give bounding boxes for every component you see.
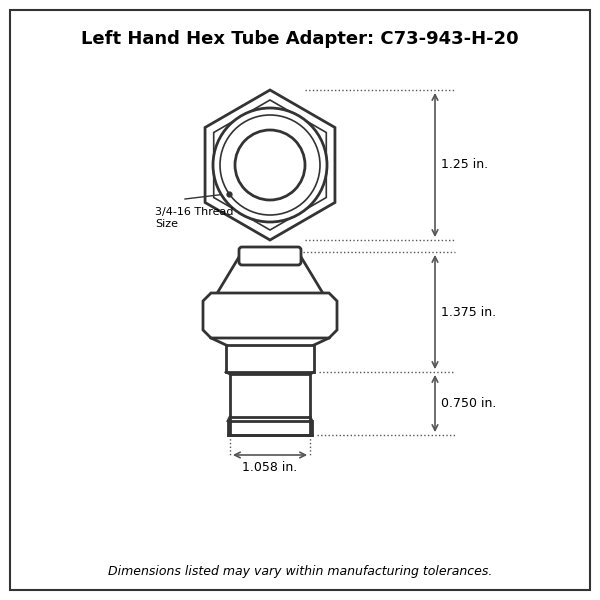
Circle shape — [213, 108, 327, 222]
Polygon shape — [205, 90, 335, 240]
Text: 1.375 in.: 1.375 in. — [441, 305, 496, 319]
Text: Dimensions listed may vary within manufacturing tolerances.: Dimensions listed may vary within manufa… — [108, 565, 492, 578]
Text: Left Hand Hex Tube Adapter: C73-943-H-20: Left Hand Hex Tube Adapter: C73-943-H-20 — [81, 30, 519, 48]
Text: 1.058 in.: 1.058 in. — [242, 461, 298, 474]
Polygon shape — [210, 252, 330, 305]
FancyBboxPatch shape — [226, 345, 314, 372]
Text: 3/4-16 Thread
Size: 3/4-16 Thread Size — [155, 207, 233, 229]
FancyBboxPatch shape — [239, 247, 301, 265]
Polygon shape — [203, 293, 337, 338]
FancyBboxPatch shape — [228, 421, 312, 435]
Text: 1.25 in.: 1.25 in. — [441, 158, 488, 172]
Text: 0.750 in.: 0.750 in. — [441, 397, 496, 410]
Circle shape — [220, 115, 320, 215]
Circle shape — [235, 130, 305, 200]
FancyBboxPatch shape — [230, 374, 310, 417]
